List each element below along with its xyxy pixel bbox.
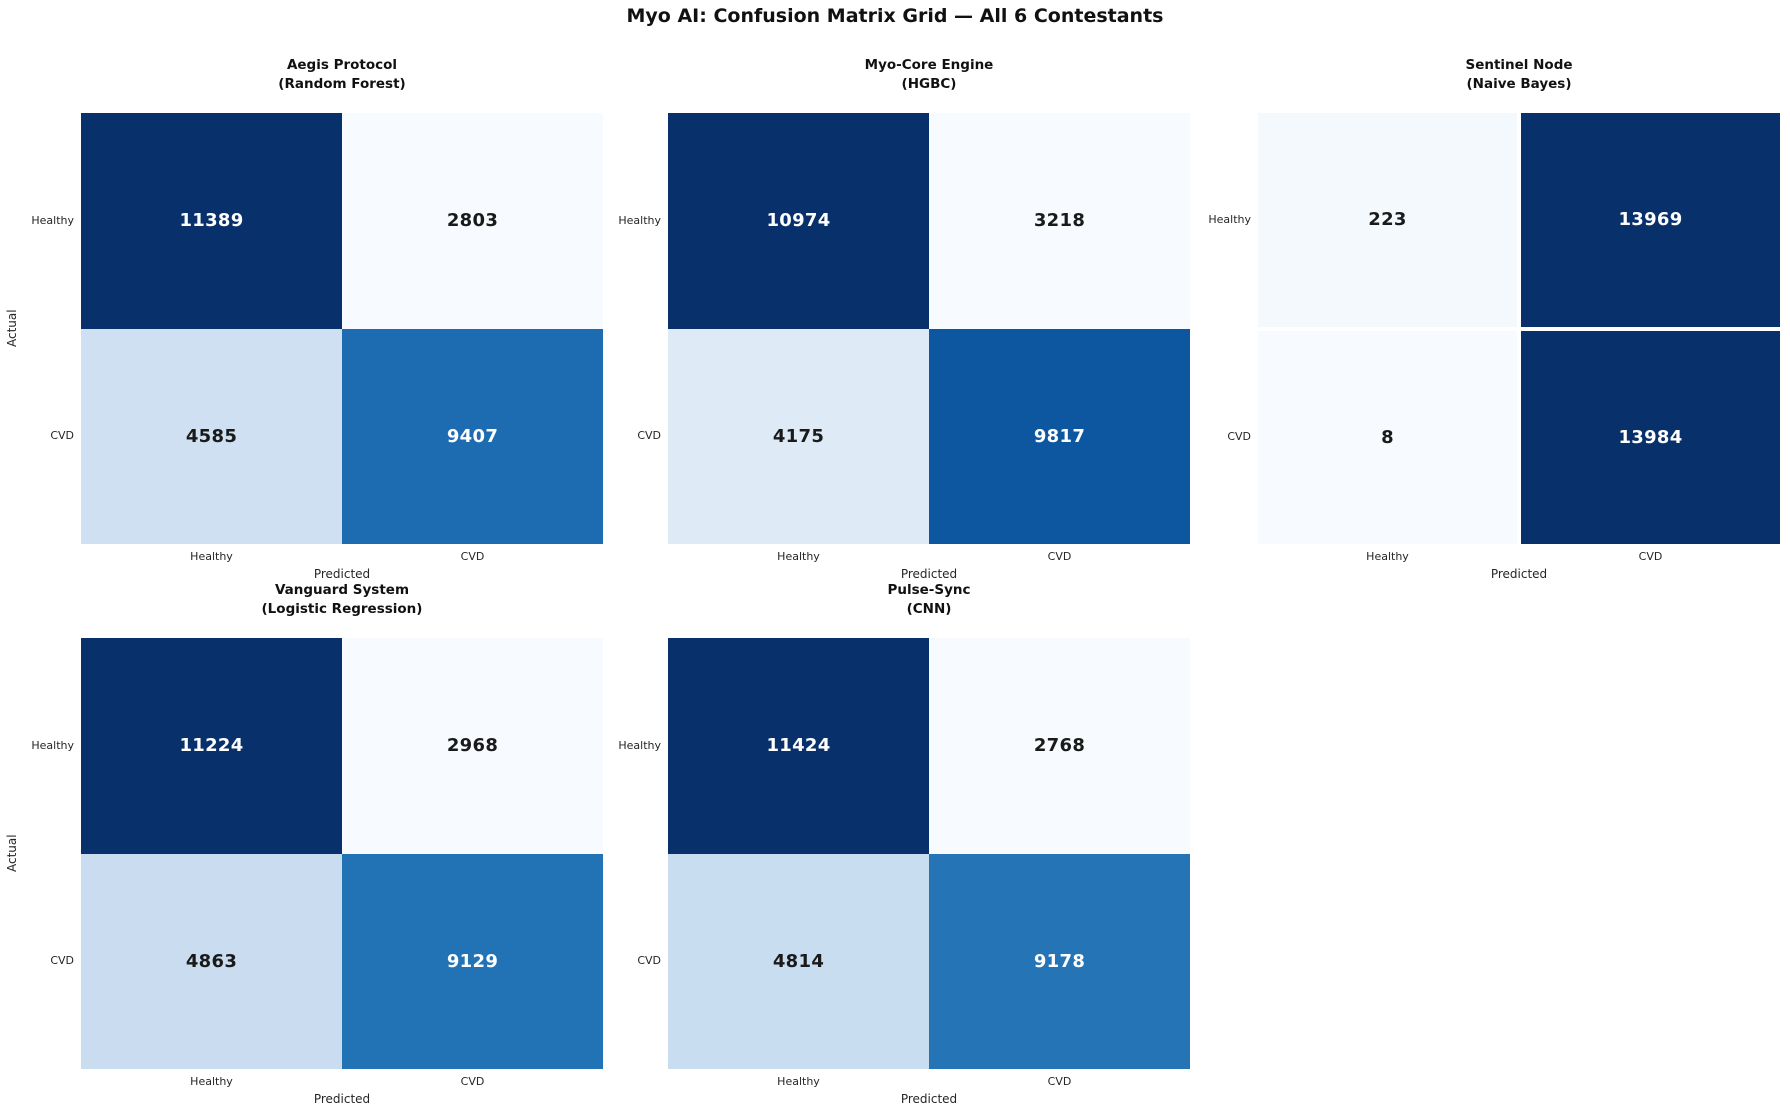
x-tick-label: CVD (460, 550, 485, 563)
subplot-title-line: Pulse-Sync (887, 582, 971, 598)
matrix-cell: 8 (1258, 330, 1517, 544)
x-tick-label: Healthy (777, 550, 820, 563)
cell-value: 2768 (1033, 735, 1086, 757)
subplot-title-line: Myo-Core Engine (864, 57, 994, 73)
cell-value: 8 (1381, 426, 1394, 448)
subplot-title-line: (Random Forest) (278, 76, 406, 92)
cell-value: 11224 (179, 735, 244, 757)
x-tick-label: CVD (1047, 550, 1072, 563)
matrix-cell: 11224 (81, 638, 342, 854)
matrix-cell: 11389 (81, 113, 342, 329)
subplot-title-line: (CNN) (906, 601, 952, 617)
matrix-cell: 223 (1258, 113, 1517, 327)
x-axis-label: Predicted (900, 1092, 958, 1106)
subplot-title-line: Vanguard System (274, 582, 410, 598)
x-tick-label: CVD (1638, 550, 1663, 563)
matrix-cell: 9178 (929, 853, 1190, 1069)
y-tick-label: CVD (637, 429, 661, 443)
cell-value: 9407 (446, 425, 499, 447)
confusion-matrix: 11424 2768 4814 9178 (668, 638, 1190, 1069)
x-tick-label: Healthy (190, 1075, 233, 1088)
x-axis-label: Predicted (313, 1092, 371, 1106)
subplot-title-line: Aegis Protocol (286, 57, 398, 73)
cell-value: 3218 (1033, 210, 1086, 232)
subplot-title: Myo-Core Engine (HGBC) (668, 56, 1190, 94)
confusion-matrix: 10974 3218 4175 9817 (668, 113, 1190, 544)
cell-value: 9178 (1033, 950, 1086, 972)
subplot-title-line: (Naive Bayes) (1466, 76, 1572, 92)
matrix-cell: 4585 (81, 328, 342, 544)
y-tick-label: Healthy (1208, 212, 1251, 226)
y-tick-label: CVD (1227, 430, 1251, 444)
matrix-cell: 4863 (81, 853, 342, 1069)
subplot-title: Vanguard System (Logistic Regression) (81, 581, 603, 619)
subplot-title-line: (HGBC) (901, 76, 957, 92)
x-axis-label: Predicted (1490, 567, 1548, 581)
confusion-matrix: 11224 2968 4863 9129 (81, 638, 603, 1069)
cell-value: 4175 (772, 425, 825, 447)
matrix-cell: 3218 (929, 113, 1190, 329)
y-tick-label: Healthy (31, 213, 74, 227)
y-axis-label: Actual (5, 309, 19, 348)
matrix-cell: 9817 (929, 328, 1190, 544)
x-tick-label: CVD (1047, 1075, 1072, 1088)
y-tick-label: CVD (50, 954, 74, 968)
cell-value: 4863 (185, 950, 238, 972)
subplot-title: Aegis Protocol (Random Forest) (81, 56, 603, 94)
matrix-cell: 2968 (342, 638, 603, 854)
cell-value: 9129 (446, 950, 499, 972)
confusion-matrix: 223 13969 8 13984 (1258, 113, 1780, 544)
subplot-title-line: (Logistic Regression) (261, 601, 423, 617)
cell-value: 223 (1368, 209, 1407, 231)
confusion-matrix: 11389 2803 4585 9407 (81, 113, 603, 544)
y-tick-label: CVD (50, 429, 74, 443)
subplot-title: Sentinel Node (Naive Bayes) (1258, 56, 1780, 94)
cell-value: 10974 (766, 210, 831, 232)
cell-value: 4814 (772, 950, 825, 972)
y-tick-label: Healthy (618, 213, 661, 227)
x-axis-label: Predicted (900, 567, 958, 581)
x-tick-label: Healthy (190, 550, 233, 563)
matrix-cell: 4814 (668, 853, 929, 1069)
cell-value: 4585 (185, 425, 238, 447)
cell-value: 2968 (446, 735, 499, 757)
x-tick-label: CVD (460, 1075, 485, 1088)
subplot-title: Pulse-Sync (CNN) (668, 581, 1190, 619)
matrix-cell: 13984 (1521, 330, 1780, 544)
matrix-cell: 2803 (342, 113, 603, 329)
cell-value: 9817 (1033, 425, 1086, 447)
matrix-cell: 4175 (668, 328, 929, 544)
cell-value: 11389 (179, 210, 244, 232)
matrix-cell: 9407 (342, 328, 603, 544)
cell-value: 2803 (446, 210, 499, 232)
y-tick-label: Healthy (618, 738, 661, 752)
x-tick-label: Healthy (777, 1075, 820, 1088)
y-tick-label: CVD (637, 954, 661, 968)
matrix-cell: 9129 (342, 853, 603, 1069)
y-axis-label: Actual (5, 834, 19, 873)
matrix-cell: 11424 (668, 638, 929, 854)
x-axis-label: Predicted (313, 567, 371, 581)
x-tick-label: Healthy (1366, 550, 1409, 563)
cell-value: 13984 (1618, 426, 1683, 448)
matrix-cell: 2768 (929, 638, 1190, 854)
subplot-title-line: Sentinel Node (1465, 57, 1573, 73)
cell-value: 11424 (766, 735, 831, 757)
figure-title: Myo AI: Confusion Matrix Grid — All 6 Co… (626, 5, 1164, 27)
matrix-cell: 13969 (1521, 113, 1780, 327)
matrix-cell: 10974 (668, 113, 929, 329)
y-tick-label: Healthy (31, 738, 74, 752)
cell-value: 13969 (1618, 209, 1683, 231)
